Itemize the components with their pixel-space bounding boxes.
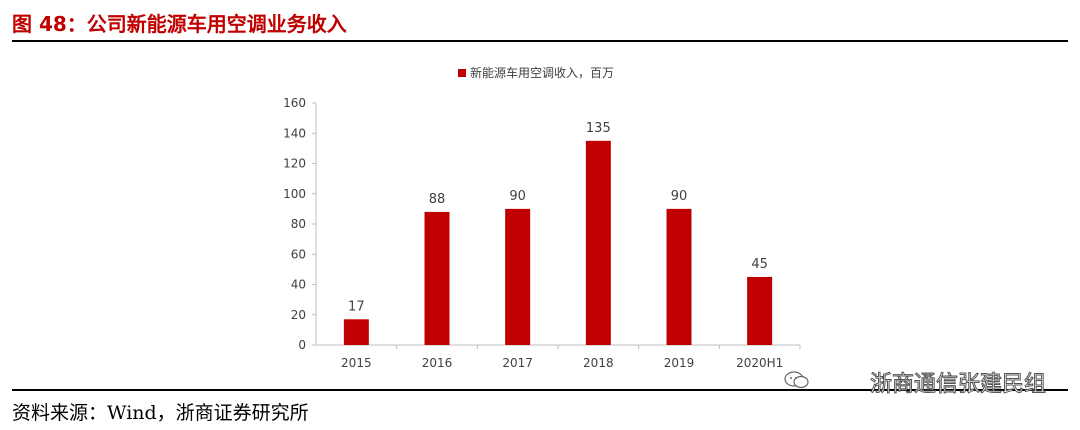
y-tick-label: 60	[291, 247, 306, 261]
wechat-icon	[784, 371, 809, 389]
data-label: 90	[671, 189, 688, 204]
bar-2017	[505, 208, 531, 345]
x-tick-label: 2016	[422, 356, 453, 370]
bar-2018	[585, 140, 611, 345]
x-tick-label: 2020H1	[736, 356, 783, 370]
watermark-text: 浙商通信张建民组	[869, 372, 1046, 398]
data-labels: 17 88 90 135 90 45	[348, 121, 768, 314]
x-tick-label: 2018	[583, 356, 614, 370]
y-tick-label: 100	[283, 187, 306, 201]
legend-label: 新能源车用空调收入，百万	[470, 65, 614, 80]
x-tick-label: 2015	[341, 356, 372, 370]
source-rule	[12, 389, 1068, 391]
title-rule	[12, 40, 1068, 42]
data-label: 88	[429, 192, 446, 207]
y-tick-label: 0	[298, 338, 306, 352]
bar-2015	[343, 319, 369, 345]
x-axis-ticks: 2015 2016 2017 2018 2019 2020H1	[341, 345, 801, 370]
y-tick-label: 40	[291, 278, 306, 292]
y-axis-ticks: 0 20 40 60 80 100 120 140 160	[283, 96, 316, 352]
data-label: 45	[751, 257, 768, 272]
data-label: 17	[348, 299, 365, 314]
bars	[343, 140, 773, 345]
y-tick-label: 20	[291, 308, 306, 322]
source-note: 资料来源：Wind，浙商证券研究所	[12, 402, 309, 424]
x-tick-label: 2019	[664, 356, 695, 370]
data-label: 90	[509, 189, 526, 204]
bar-2016	[424, 211, 450, 345]
y-tick-label: 140	[283, 126, 306, 140]
figure-title: 图 48：公司新能源车用空调业务收入	[12, 12, 347, 36]
bar-2020H1	[747, 276, 773, 345]
y-tick-label: 120	[283, 157, 306, 171]
y-tick-label: 80	[291, 217, 306, 231]
data-label: 135	[586, 121, 611, 136]
bar-2019	[666, 208, 692, 345]
y-tick-label: 160	[283, 96, 306, 110]
x-tick-label: 2017	[502, 356, 533, 370]
legend-swatch	[458, 69, 466, 77]
